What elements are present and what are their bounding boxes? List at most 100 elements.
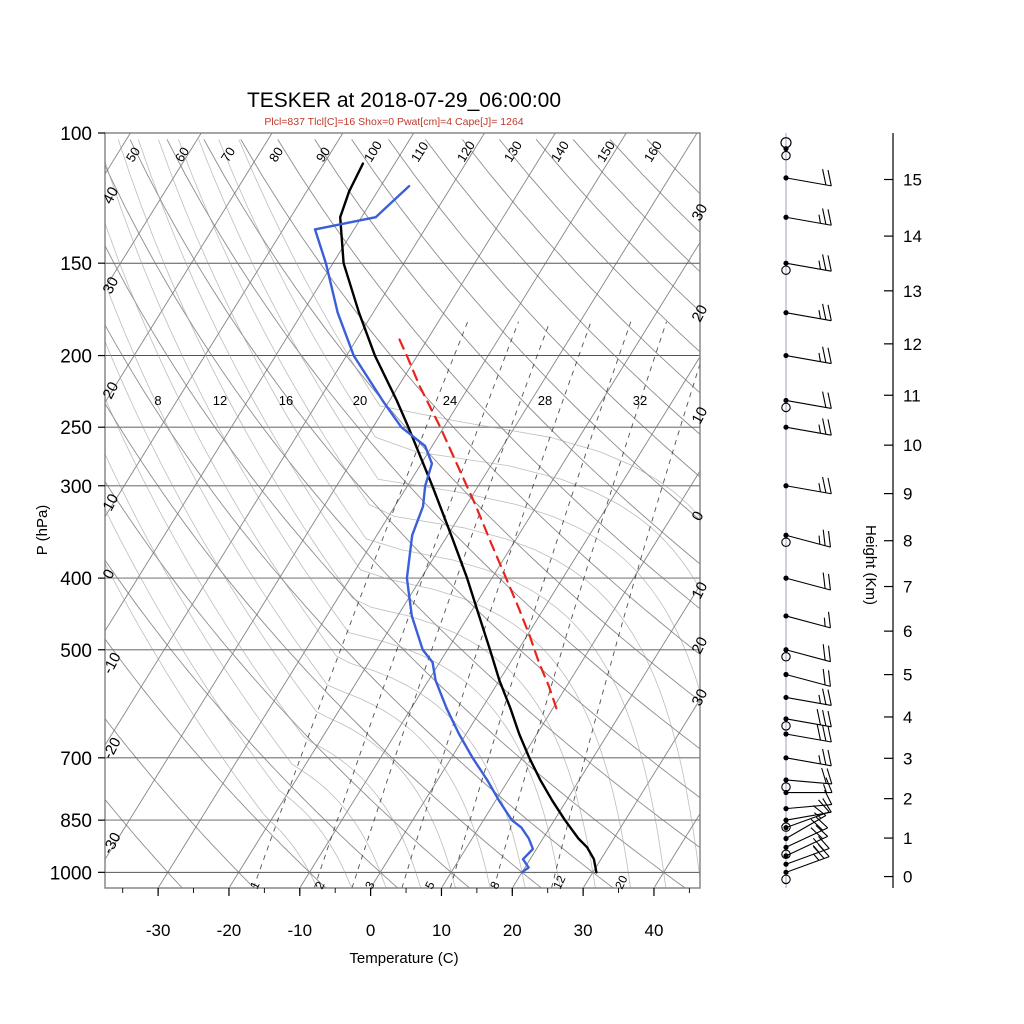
wind-barb [783, 668, 831, 687]
wind-barb [783, 346, 832, 365]
isotherm-label-left-30: 30 [100, 274, 123, 297]
temperature-tick-20: 20 [503, 921, 522, 940]
height-tick-10: 10 [903, 436, 922, 455]
wind-barb [783, 529, 831, 548]
wind-barb [783, 836, 830, 867]
plot-frame [104, 132, 701, 889]
moist-adiabat-label-50: 50 [123, 144, 143, 164]
wind-barb [783, 254, 832, 272]
wind-barb-column [780, 133, 833, 888]
x-axis-label: Temperature (C) [349, 950, 458, 967]
temperature-tick--30: -30 [146, 921, 171, 940]
temperature-tick--20: -20 [217, 921, 242, 940]
height-tick-11: 11 [903, 386, 921, 405]
isotherm-label-right-0: 30 [689, 201, 712, 224]
height-tick-12: 12 [903, 335, 922, 354]
curve-temperature [339, 162, 598, 874]
wind-barb [783, 724, 832, 743]
height-tick-6: 6 [903, 622, 912, 641]
dry-adiabat-label-8: 8 [154, 393, 161, 408]
wind-barb [783, 611, 831, 629]
wind-barb [783, 688, 832, 706]
isotherm-label-right-4: 10 [689, 579, 712, 602]
wind-barb [783, 748, 832, 767]
pressure-tick-300: 300 [60, 477, 92, 498]
temperature-tick-30: 30 [574, 921, 593, 940]
pressure-tick-150: 150 [60, 254, 92, 275]
pressure-tick-400: 400 [60, 569, 92, 590]
barb-level-marker [781, 402, 791, 413]
isotherm-label-right-1: 20 [689, 302, 712, 325]
mixing-ratio-label-20: 20 [612, 873, 631, 891]
dry-adiabat-label-12: 12 [213, 393, 227, 408]
grid-layer [105, 133, 700, 888]
isotherm-label-right-5: 20 [689, 634, 712, 657]
barb-level-marker [781, 782, 791, 792]
barb-level-marker [781, 721, 791, 731]
pressure-tick-850: 850 [60, 811, 92, 832]
wind-barb [783, 168, 832, 187]
sounding-curves [313, 162, 598, 874]
height-tick-9: 9 [903, 485, 912, 504]
wind-barb [783, 798, 832, 823]
wind-barb [783, 391, 832, 409]
height-axis-label: Height (Km) [862, 525, 879, 605]
moist-adiabat-label-60: 60 [172, 144, 192, 164]
dry-adiabat-label-32: 32 [633, 393, 647, 408]
pressure-tick-200: 200 [60, 347, 92, 368]
indices-subtitle: Plcl=837 Tlcl[C]=16 Shox=0 Pwat[cm]=4 Ca… [264, 116, 523, 128]
height-tick-15: 15 [903, 171, 922, 190]
height-tick-8: 8 [903, 532, 912, 551]
height-tick-2: 2 [903, 790, 912, 809]
curve-parcel-path [398, 338, 558, 710]
pressure-tick-250: 250 [60, 418, 92, 439]
dry-adiabat-label-20: 20 [353, 393, 367, 408]
dry-adiabat-label-28: 28 [538, 393, 552, 408]
wind-barb [783, 476, 832, 495]
wind-barb [780, 137, 792, 152]
isotherm-label-right-6: 30 [689, 686, 712, 709]
temperature-tick-0: 0 [366, 921, 375, 940]
barb-level-marker [781, 150, 791, 161]
wind-barb [783, 572, 831, 591]
isotherm-label-left-10: 10 [100, 491, 123, 514]
pressure-tick-100: 100 [60, 124, 92, 145]
wind-barb [783, 644, 831, 663]
pressure-tick-1000: 1000 [50, 863, 92, 884]
wind-barb [783, 303, 832, 322]
wind-barb [783, 418, 832, 436]
height-tick-13: 13 [903, 282, 922, 301]
height-tick-3: 3 [903, 749, 912, 768]
barb-level-marker [781, 537, 791, 547]
curve-dewpoint [313, 184, 535, 874]
height-tick-7: 7 [903, 578, 912, 597]
wind-barb [783, 208, 832, 226]
isotherm-label-right-2: 10 [689, 404, 712, 427]
dry-adiabat-label-24: 24 [443, 393, 457, 408]
temperature-tick--10: -10 [288, 921, 313, 940]
dry-adiabat-label-16: 16 [279, 393, 293, 408]
height-tick-4: 4 [903, 708, 912, 727]
barb-level-marker [781, 265, 791, 275]
isotherm-label-left-20: 20 [100, 379, 123, 402]
height-tick-1: 1 [903, 829, 912, 848]
y-axis-label: P (hPa) [34, 505, 51, 556]
temperature-tick-40: 40 [644, 921, 663, 940]
barb-level-marker [781, 874, 791, 885]
pressure-tick-700: 700 [60, 749, 92, 770]
wind-barb [783, 708, 832, 728]
page-title: TESKER at 2018-07-29_06:00:00 [247, 89, 561, 112]
isotherm-label-left-40: 40 [100, 184, 123, 207]
barb-level-marker [781, 822, 791, 832]
wind-barb [783, 767, 833, 785]
barb-level-marker [781, 849, 791, 860]
barb-level-marker [781, 652, 791, 662]
moist-adiabat-label-90: 90 [313, 144, 333, 164]
pressure-tick-500: 500 [60, 641, 92, 662]
moist-adiabat-label-80: 80 [266, 144, 286, 164]
height-tick-14: 14 [903, 227, 922, 246]
